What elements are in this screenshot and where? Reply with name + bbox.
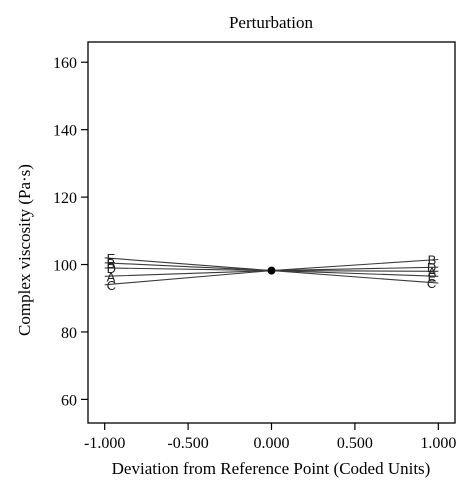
series-label-d-left: D <box>107 261 116 276</box>
x-axis-label: Deviation from Reference Point (Coded Un… <box>112 459 431 478</box>
series-label-c-right: C <box>427 276 436 291</box>
series-label-c-left: C <box>107 278 116 293</box>
y-tick-label: 160 <box>53 55 77 72</box>
x-tick-label: -1.000 <box>84 435 125 452</box>
y-tick-label: 60 <box>61 392 77 409</box>
reference-point-marker <box>267 266 276 275</box>
y-axis-label: Complex viscosity (Pa·s) <box>15 164 34 336</box>
x-tick-label: 0.000 <box>254 435 290 452</box>
series-labels-layer: A AB BC CD DEE <box>107 251 437 293</box>
plot-frame <box>87 41 456 424</box>
series-label-e-right: E <box>428 269 437 284</box>
chart-title: Perturbation <box>229 13 314 32</box>
y-tick-label: 120 <box>53 190 77 207</box>
x-tick-label: 0.500 <box>337 435 373 452</box>
x-tick-label: 1.000 <box>420 435 456 452</box>
x-tick-label: -0.500 <box>167 435 208 452</box>
y-tick-label: 140 <box>53 123 77 140</box>
series-label-b-left: B <box>107 256 116 271</box>
series-label-e-left: E <box>107 251 116 266</box>
plot-frame-layer <box>87 41 456 424</box>
series-label-a-left: A <box>107 269 116 284</box>
y-tick-label: 80 <box>61 325 77 342</box>
series-label-d-right: D <box>427 260 436 275</box>
ticks-layer: 60 80 100 120 140 160 -1.000 -0.500 0.000 0.500 1.… <box>53 55 456 452</box>
series-label-a-right: A <box>428 264 437 279</box>
y-tick-label: 100 <box>53 258 77 275</box>
series-layer <box>104 257 439 286</box>
series-label-b-right: B <box>428 252 437 267</box>
